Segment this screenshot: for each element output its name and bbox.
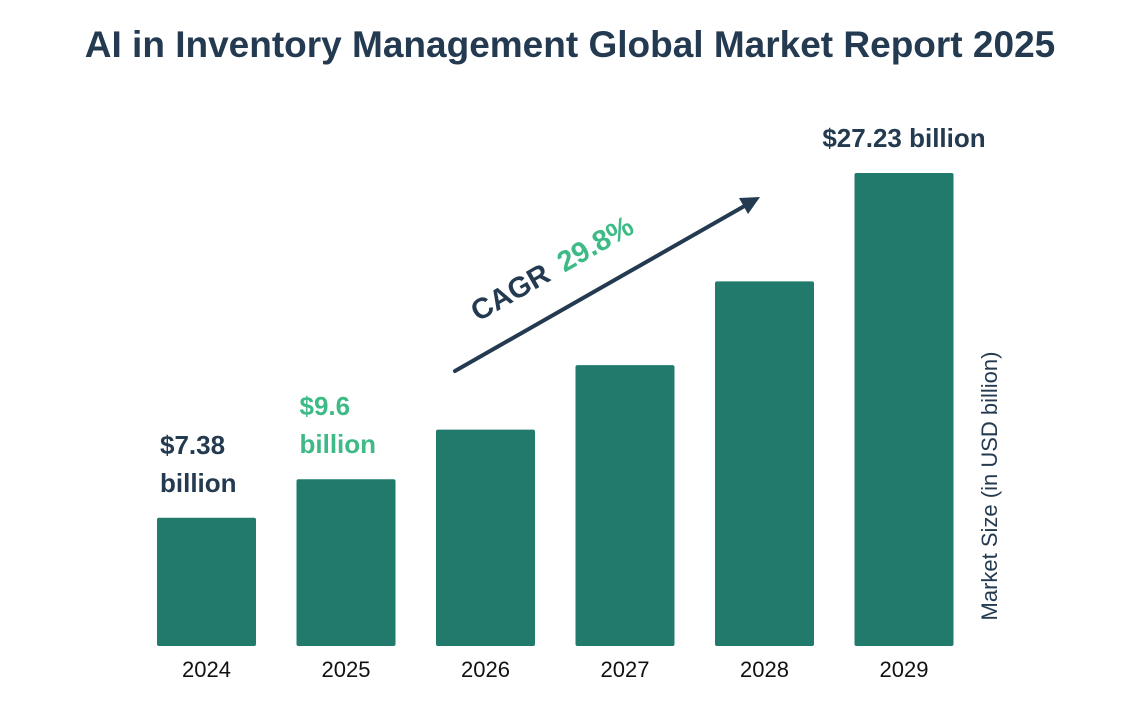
data-label: $9.6 — [300, 391, 351, 421]
x-tick-label: 2027 — [601, 657, 650, 682]
arrow-head-icon — [739, 197, 760, 214]
y-axis-label: Market Size (in USD billion) — [977, 351, 1002, 621]
bar-2025 — [296, 479, 396, 646]
x-tick-label: 2026 — [461, 657, 510, 682]
x-tick-label: 2029 — [880, 657, 929, 682]
x-tick-label: 2025 — [322, 657, 371, 682]
bar-2029 — [854, 173, 954, 646]
data-label: billion — [300, 429, 377, 459]
bar-2027 — [575, 365, 675, 646]
cagr-annotation: CAGR 29.8% — [466, 210, 640, 328]
chart-title: AI in Inventory Management Global Market… — [84, 24, 1056, 65]
x-tick-label: 2024 — [182, 657, 231, 682]
x-tick-label: 2028 — [740, 657, 789, 682]
data-label: $7.38 — [160, 430, 225, 460]
bar-2028 — [715, 281, 814, 646]
data-label: billion — [160, 468, 237, 498]
bar-2026 — [436, 429, 535, 646]
cagr-arrow-line — [453, 202, 750, 373]
data-label: $27.23 billion — [822, 123, 985, 153]
bar-2024 — [157, 517, 256, 646]
